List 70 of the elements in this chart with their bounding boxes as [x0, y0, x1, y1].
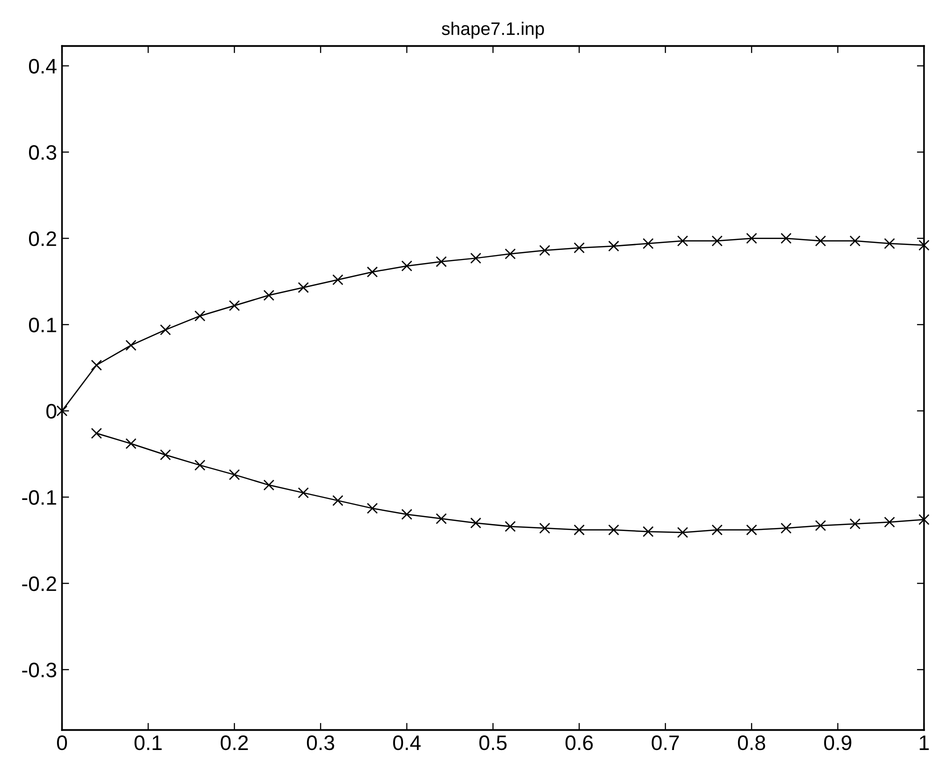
point — [642, 526, 654, 538]
point — [228, 300, 240, 312]
point — [401, 508, 412, 520]
x-tick-label: 0.7 — [652, 735, 679, 750]
x-tick-label: 0 — [57, 735, 67, 750]
point — [780, 522, 792, 534]
chart-title: shape7.1.inp — [442, 22, 544, 39]
point — [298, 282, 309, 293]
x-tick-label: 0.8 — [738, 735, 766, 750]
y-tick-label: -0.2 — [22, 576, 56, 592]
y-tick-label: 0.2 — [28, 231, 56, 246]
point — [263, 290, 274, 301]
point — [918, 514, 930, 526]
point — [884, 238, 896, 250]
point — [574, 242, 585, 254]
point — [815, 235, 826, 246]
point — [850, 235, 861, 246]
point — [780, 232, 792, 244]
point — [712, 235, 723, 246]
point — [125, 340, 136, 351]
point — [504, 248, 516, 260]
point — [539, 244, 550, 256]
point — [746, 232, 758, 244]
point — [228, 469, 240, 480]
point — [194, 310, 206, 322]
point — [677, 235, 688, 246]
y-tick-label: 0.3 — [28, 145, 56, 160]
point — [263, 480, 274, 491]
y-tick-label: 0.4 — [28, 58, 57, 74]
point — [677, 526, 688, 538]
point — [436, 513, 447, 524]
y-tick-label: -0.3 — [22, 662, 56, 678]
x-tick-label: 0.4 — [393, 735, 421, 750]
point — [884, 516, 896, 528]
point — [332, 495, 344, 506]
point — [90, 428, 102, 439]
point — [194, 460, 206, 471]
point — [401, 260, 412, 272]
point — [918, 240, 930, 251]
point — [160, 324, 171, 336]
x-tick-label: 0.1 — [134, 735, 162, 750]
point — [298, 487, 309, 498]
point — [90, 360, 102, 371]
x-tick-label: 0.5 — [479, 735, 507, 750]
y-tick-label: 0 — [46, 404, 56, 419]
point — [125, 438, 136, 450]
point — [746, 524, 758, 536]
point — [504, 520, 516, 532]
y-tick-label: -0.1 — [22, 490, 56, 505]
x-tick-label: 1 — [920, 736, 929, 750]
x-tick-label: 0.3 — [306, 735, 334, 750]
point — [332, 274, 344, 286]
x-tick-label: 0.2 — [220, 735, 248, 750]
point — [470, 518, 482, 528]
point — [470, 252, 482, 264]
point — [815, 520, 826, 532]
point — [366, 266, 378, 278]
point — [366, 502, 378, 514]
point — [160, 449, 171, 460]
x-tick-label: 0.6 — [566, 735, 593, 750]
point — [642, 238, 654, 250]
point — [608, 240, 620, 252]
point — [712, 524, 723, 536]
y-tick-label: 0.1 — [28, 318, 56, 332]
point — [574, 524, 585, 536]
point — [436, 256, 447, 268]
point — [539, 522, 550, 534]
point — [608, 524, 620, 536]
point — [850, 518, 861, 530]
x-tick-label: 0.9 — [824, 735, 852, 750]
